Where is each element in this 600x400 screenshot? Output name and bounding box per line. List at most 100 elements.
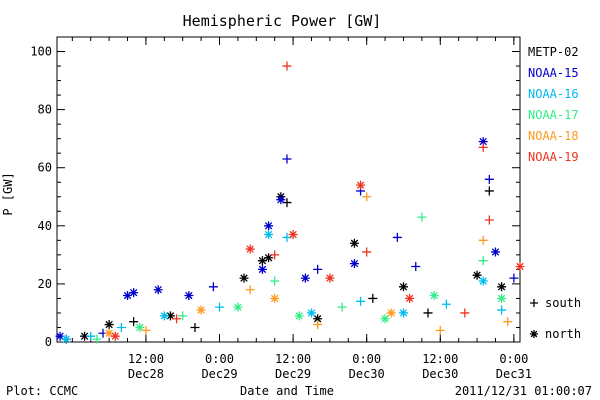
south-marker [484,215,494,225]
south-marker [282,61,292,71]
legend-entry: NOAA-17 [528,108,579,122]
south-marker [116,322,126,332]
south-marker [313,264,323,274]
north-marker [264,221,274,231]
north-marker [497,282,507,292]
south-marker [441,299,451,309]
x-tick-date-label: Dec29 [201,367,237,381]
south-marker [417,212,427,222]
north-marker [184,291,194,301]
legend-entry: NOAA-16 [528,87,579,101]
south-marker [478,142,488,152]
south-marker [178,311,188,321]
legend-entry: NOAA-15 [528,66,579,80]
north-marker [349,259,359,269]
north-marker [159,311,169,321]
x-tick-time-label: 0:00 [499,352,528,366]
south-marker [509,273,519,283]
south-marker [215,302,225,312]
south-marker [245,285,255,295]
plot-axes [56,36,521,343]
data-points [55,61,525,344]
x-tick-date-label: Dec30 [349,367,385,381]
south-marker [190,322,200,332]
south-marker [530,299,538,307]
north-marker [104,328,114,338]
y-tick-label: 40 [38,219,52,233]
plot-source-label: Plot: CCMC [6,384,78,398]
south-marker [478,256,488,266]
legend-entry: METP-02 [528,45,579,59]
legend-entry: NOAA-19 [528,150,579,164]
north-marker [490,247,500,257]
south-marker [484,186,494,196]
x-tick-date-label: Dec30 [422,367,458,381]
x-axis-ticks: 12:00Dec280:00Dec2912:00Dec290:00Dec3012… [71,37,532,381]
north-marker [123,291,133,301]
south-marker [392,232,402,242]
y-tick-label: 20 [38,277,52,291]
x-tick-time-label: 12:00 [128,352,164,366]
north-marker [80,331,90,341]
south-marker [435,325,445,335]
x-tick-time-label: 0:00 [205,352,234,366]
y-axis-ticks: 0 20 40 60 80 100 [30,45,520,349]
south-marker [282,154,292,164]
north-marker [356,180,366,190]
north-marker [129,288,139,298]
south-marker [411,261,421,271]
north-marker [264,230,274,240]
x-tick-time-label: 12:00 [275,352,311,366]
north-marker [478,276,488,286]
north-marker [61,334,71,344]
x-tick-date-label: Dec28 [128,367,164,381]
north-marker [530,330,538,338]
north-marker [233,302,243,312]
north-marker [55,331,65,341]
north-marker [398,308,408,318]
south-marker [484,174,494,184]
south-marker [503,317,513,327]
north-marker [276,195,286,205]
north-marker [478,137,488,147]
plot-frame [56,36,521,343]
south-marker [141,325,151,335]
south-marker [478,235,488,245]
north-marker [288,230,298,240]
north-marker [472,270,482,280]
south-marker [129,317,139,327]
south-marker [270,276,280,286]
north-marker [104,320,114,330]
y-tick-label: 60 [38,161,52,175]
north-marker [257,256,267,266]
south-marker [423,308,433,318]
north-marker [398,282,408,292]
south-marker [362,192,372,202]
north-marker [135,322,145,332]
north-marker [313,314,323,324]
north-marker [380,314,390,324]
x-tick-date-label: Dec29 [275,367,311,381]
x-axis-label: Date and Time [240,384,334,398]
north-marker [245,244,255,254]
marker-legend-label: north [545,327,581,341]
x-tick-date-label: Dec31 [496,367,532,381]
south-marker [208,282,218,292]
north-marker [264,253,274,263]
chart-title: Hemispheric Power [GW] [183,12,382,30]
north-marker [429,291,439,301]
north-marker [306,308,316,318]
south-marker [362,247,372,257]
north-marker [386,308,396,318]
north-marker [294,311,304,321]
marker-legend: south north [530,296,581,341]
south-marker [368,293,378,303]
north-marker [325,273,335,283]
y-tick-label: 80 [38,103,52,117]
marker-legend-label: south [545,296,581,310]
north-marker [515,261,525,271]
south-marker [497,305,507,315]
south-marker [337,302,347,312]
north-marker [165,311,175,321]
